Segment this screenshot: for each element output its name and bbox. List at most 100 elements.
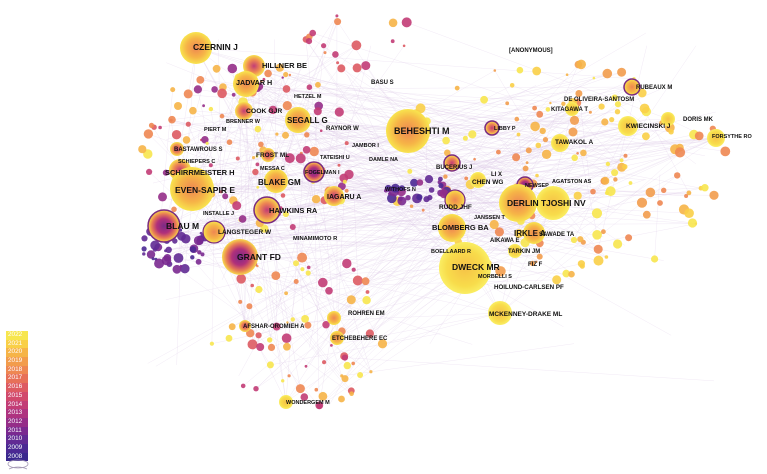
minor-node: [343, 361, 351, 370]
label-afshar: AFSHAR-OROMIEH A: [243, 324, 305, 330]
node-rudd: [444, 189, 466, 211]
node-rohren: [327, 311, 341, 325]
edge: [365, 141, 716, 153]
legend-year-label: 2022: [8, 331, 23, 338]
minor-node: [288, 73, 292, 77]
minor-node: [351, 361, 356, 366]
minor-node: [264, 69, 272, 78]
minor-node: [318, 391, 328, 401]
edge: [153, 202, 519, 259]
minor-node: [311, 195, 321, 204]
edge: [451, 162, 500, 232]
minor-node: [148, 122, 155, 128]
minor-node: [201, 136, 209, 144]
edge: [250, 137, 717, 334]
legend-year-2020: 2020: [6, 348, 28, 358]
label-frost: FROST ML: [256, 152, 289, 159]
edge: [571, 108, 622, 168]
node-forsythe: [707, 129, 725, 147]
minor-node: [398, 196, 403, 202]
minor-node: [539, 127, 546, 135]
legend-year-label: 2021: [8, 339, 23, 347]
minor-node: [365, 290, 370, 294]
edge: [309, 72, 622, 183]
minor-node: [657, 200, 663, 206]
minor-node: [238, 299, 243, 304]
minor-node: [219, 113, 225, 119]
label-hillner: HILLNER BE: [262, 61, 307, 70]
edge: [464, 223, 696, 269]
minor-node: [306, 84, 313, 90]
minor-node: [138, 145, 147, 154]
edge: [287, 312, 501, 323]
minor-node: [154, 258, 165, 269]
minor-node: [530, 121, 540, 132]
legend-year-label: 2020: [8, 348, 23, 356]
minor-node: [309, 146, 319, 157]
minor-node: [438, 176, 443, 182]
minor-node: [573, 191, 582, 200]
minor-node: [399, 185, 405, 192]
edge: [268, 68, 301, 180]
label-minamimoto: MINAMIMOTO R: [293, 236, 338, 242]
edge: [498, 112, 532, 153]
minor-node: [208, 163, 213, 168]
edge: [297, 119, 607, 258]
legend-year-label: 2018: [8, 365, 23, 373]
label-deoliveira: DE OLIVEIRA-SANTOSM: [564, 97, 634, 103]
minor-node: [293, 279, 299, 284]
minor-node: [341, 375, 349, 383]
minor-node: [236, 274, 246, 284]
edge: [179, 77, 283, 171]
minor-node: [709, 190, 719, 200]
edge: [181, 227, 453, 237]
minor-node: [684, 208, 694, 218]
minor-node: [505, 101, 510, 106]
edge: [477, 134, 694, 181]
edge: [631, 86, 690, 193]
minor-node: [569, 115, 580, 125]
minor-node: [605, 186, 616, 197]
edge: [212, 94, 234, 234]
minor-node: [577, 236, 584, 243]
edge: [260, 130, 409, 145]
minor-node: [246, 303, 253, 310]
minor-node: [568, 127, 578, 137]
label-withofs: WITHOFS N: [385, 187, 416, 193]
minor-node: [195, 258, 202, 265]
minor-node: [240, 383, 246, 389]
edge: [171, 120, 315, 173]
minor-node: [444, 149, 451, 157]
legend-year-2012: 2012: [6, 417, 28, 427]
edge: [163, 157, 290, 227]
minor-node: [212, 64, 221, 73]
label-beheshti: BEHESHTI M: [394, 126, 450, 136]
minor-node: [253, 386, 259, 392]
edge: [154, 86, 633, 128]
minor-node: [143, 129, 154, 139]
edge: [319, 317, 335, 406]
minor-node: [256, 185, 260, 189]
label-piert: PIERT M: [204, 127, 227, 133]
minor-node: [576, 152, 579, 155]
node-czernin: [180, 32, 212, 64]
minor-node: [282, 211, 289, 218]
minor-node: [535, 142, 542, 149]
node-derlin: [499, 184, 537, 222]
minor-node: [357, 372, 364, 378]
node-iagaru: [324, 186, 344, 206]
minor-node: [613, 239, 623, 249]
minor-node: [297, 252, 308, 263]
minor-node: [535, 260, 538, 263]
edge: [357, 171, 471, 185]
label-boellaard: BOELLAARD R: [431, 249, 471, 255]
minor-node: [535, 173, 539, 178]
minor-node: [283, 71, 289, 78]
edge: [533, 166, 625, 234]
edge: [329, 137, 717, 192]
edge: [316, 108, 573, 390]
edge: [171, 110, 245, 120]
minor-node: [542, 137, 549, 143]
label-anonymous: [ANONYMOUS]: [509, 48, 553, 54]
